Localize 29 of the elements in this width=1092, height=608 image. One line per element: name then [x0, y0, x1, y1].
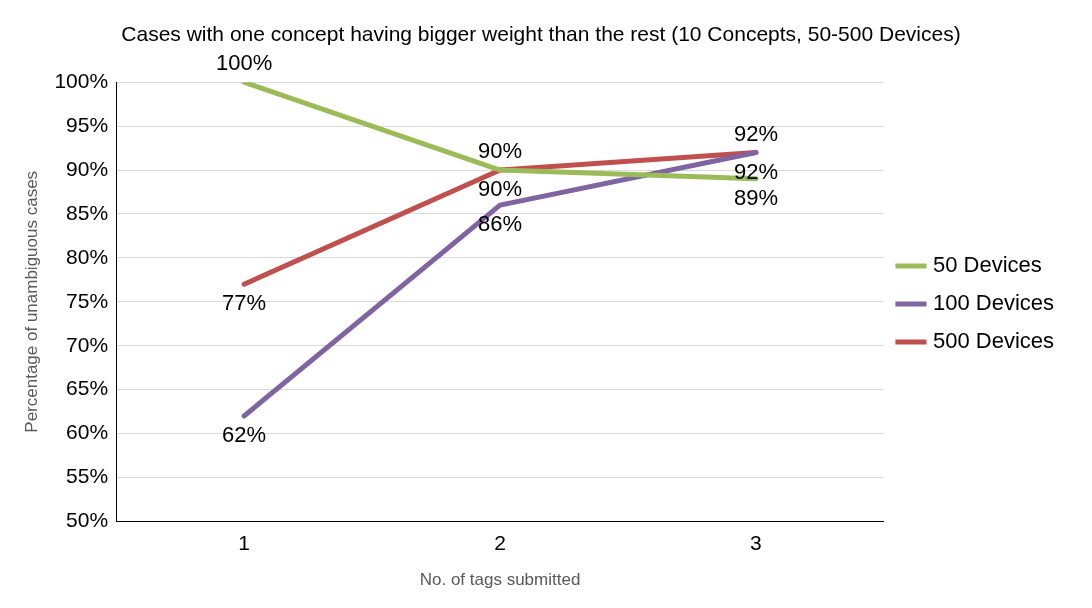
- x-axis-title: No. of tags submitted: [419, 570, 581, 590]
- y-tick-label: 85%: [66, 200, 109, 224]
- x-tick-label: 1: [238, 530, 250, 554]
- legend-label: 500 Devices: [932, 328, 1055, 354]
- data-label: 89%: [733, 184, 778, 210]
- y-tick-label: 50%: [66, 508, 109, 532]
- data-label: 62%: [222, 422, 267, 448]
- x-tick-label: 3: [750, 530, 762, 554]
- y-tick-label: 100%: [54, 69, 109, 92]
- data-label: 86%: [478, 211, 523, 237]
- data-label: 92%: [733, 120, 778, 146]
- legend-label: 100 Devices: [932, 290, 1055, 316]
- y-tick-label: 60%: [66, 420, 109, 444]
- data-label: 77%: [222, 290, 267, 316]
- y-axis-title: Percentage of unambiguous cases: [21, 170, 41, 433]
- legend-label: 50 Devices: [932, 252, 1042, 278]
- y-tick-label: 65%: [66, 376, 109, 400]
- data-label: 92%: [733, 158, 778, 184]
- data-label: 90%: [478, 176, 523, 202]
- y-tick-label: 55%: [66, 464, 109, 488]
- y-tick-label: 75%: [66, 288, 109, 312]
- y-tick-label: 70%: [66, 332, 109, 356]
- y-tick-label: 95%: [66, 112, 109, 136]
- data-label: 100%: [215, 50, 273, 76]
- x-tick-label: 2: [494, 530, 506, 554]
- chart-title: Cases with one concept having bigger weight than the rest (10 Concepts, 50-500 Devices): [121, 22, 961, 46]
- data-label: 90%: [478, 138, 523, 164]
- y-tick-label: 80%: [66, 244, 109, 268]
- y-tick-label: 90%: [66, 156, 109, 180]
